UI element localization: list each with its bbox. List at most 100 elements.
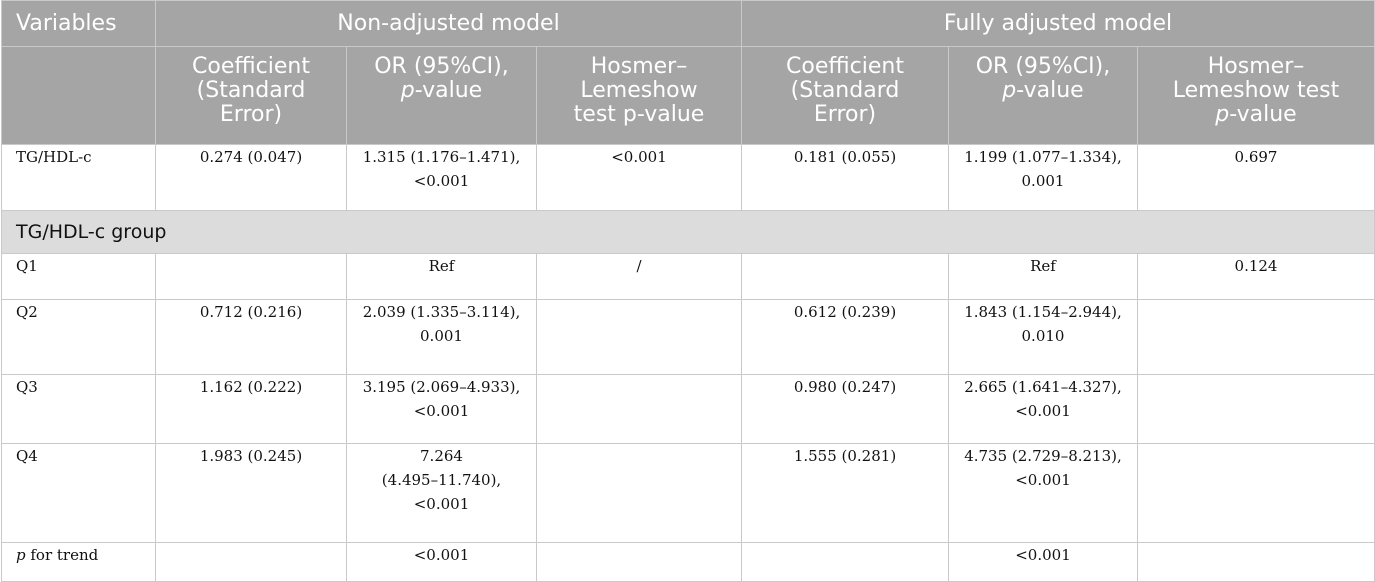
header-text-line: Hosmer– [1207,54,1305,79]
fully-adjusted-model-header: Fully adjusted model [740,0,1375,47]
non-adjusted-model-header: Non-adjusted model [155,0,742,47]
table-row-q4: Q4 1.983 (0.245) 7.264 (4.495–11.740), <0.… [1,443,1375,543]
cell-line: 1.199 (1.077–1.334), [964,148,1122,166]
fa-hl-cell [1136,443,1375,543]
na-coefficient-cell: 1.162 (0.222) [155,374,347,444]
header-text-italic: p [400,78,415,103]
na-hosmer-lemeshow-header: Hosmer– Lemeshow test p-value [536,46,742,145]
header-text-line: Hosmer– [590,54,688,79]
na-hl-cell [536,374,742,444]
fa-or-header: OR (95%CI), p-value [948,46,1138,145]
blank-header-cell [1,46,156,145]
fa-or-cell: 4.735 (2.729–8.213), <0.001 [948,443,1138,543]
na-hl-cell: / [536,253,742,300]
fa-hl-cell: 0.697 [1136,144,1375,211]
fa-coefficient-cell: 0.612 (0.239) [741,299,949,375]
na-or-cell: 7.264 (4.495–11.740), <0.001 [346,443,537,543]
header-text-line: test p-value [573,102,705,127]
header-text-italic: p [1002,78,1017,103]
cell-line: <0.001 [413,402,470,420]
cell-line: 1.315 (1.176–1.471), [362,148,521,166]
cell-line: <0.001 [1015,402,1071,420]
header-text-line: Error) [813,102,877,127]
fa-hosmer-lemeshow-header: Hosmer– Lemeshow test p-value [1136,46,1375,145]
header-text-italic: p [1215,102,1230,127]
table-body: TG/HDL-c 0.274 (0.047) 1.315 (1.176–1.47… [0,144,1375,582]
cell-line: 0.001 [420,327,463,345]
header-text-line: -value [1016,78,1084,103]
fa-hl-cell [1136,299,1375,375]
header-text-line: (Standard [196,78,306,103]
na-coefficient-cell: 0.712 (0.216) [155,299,347,375]
fa-or-cell: 2.665 (1.641–4.327), <0.001 [948,374,1138,444]
cell-line: <0.001 [413,495,470,513]
fa-coefficient-cell [741,542,949,582]
na-or-cell: 1.315 (1.176–1.471), <0.001 [346,144,537,211]
na-coefficient-cell: 1.983 (0.245) [155,443,347,543]
na-coefficient-cell [155,542,347,582]
na-coefficient-cell: 0.274 (0.047) [155,144,347,211]
cell-line: 3.195 (2.069–4.933), [362,378,521,396]
group-header-row: TG/HDL-c group [0,210,1375,254]
cell-line: 2.039 (1.335–3.114), [362,303,521,321]
cell-line: <0.001 [413,172,470,190]
header-text-line: Error) [219,102,283,127]
table-row-q2: Q2 0.712 (0.216) 2.039 (1.335–3.114), 0.0… [1,299,1375,375]
fa-or-cell: Ref [948,253,1138,300]
header-row-2: Coefficient (Standard Error) OR (95%CI),… [1,46,1375,145]
group-label: TG/HDL-c group [0,210,1375,254]
na-hl-cell [536,443,742,543]
header-text-line: Coefficient [786,54,904,79]
header-text-line: -value [1229,102,1297,127]
table-row-q3: Q3 1.162 (0.222) 3.195 (2.069–4.933), <0.… [1,374,1375,444]
fa-hl-cell [1136,542,1375,582]
row-label: Q3 [1,374,156,444]
fa-coefficient-header: Coefficient (Standard Error) [741,46,949,145]
cell-line: 1.843 (1.154–2.944), [964,303,1122,321]
header-row-1: Variables Non-adjusted model Fully adjus… [1,0,1375,47]
row-label-italic: p [16,546,26,564]
cell-line: 4.735 (2.729–8.213), [964,447,1122,465]
header-text-line: Lemeshow test [1172,78,1340,103]
header-text-line: Lemeshow [580,78,698,103]
header-text-line: Coefficient [192,54,310,79]
cell-line: 2.665 (1.641–4.327), [964,378,1122,396]
row-label: Q4 [1,443,156,543]
fa-hl-cell [1136,374,1375,444]
cell-line: 0.001 [1021,172,1065,190]
na-or-cell: 3.195 (2.069–4.933), <0.001 [346,374,537,444]
table-row-q1: Q1 Ref / Ref 0.124 [1,253,1375,300]
na-or-header: OR (95%CI), p-value [346,46,537,145]
fa-or-cell: <0.001 [948,542,1138,582]
fa-coefficient-cell: 1.555 (0.281) [741,443,949,543]
table-header: Variables Non-adjusted model Fully adjus… [1,0,1375,145]
fa-hl-cell: 0.124 [1136,253,1375,300]
row-label: Q1 [1,253,156,300]
header-text-line: -value [414,78,483,103]
na-hl-cell: <0.001 [536,144,742,211]
fa-coefficient-cell [741,253,949,300]
fa-or-cell: 1.199 (1.077–1.334), 0.001 [948,144,1138,211]
cell-line: (4.495–11.740), [381,471,502,489]
cell-line: 7.264 [420,447,463,465]
table-row-tg-hdl-c: TG/HDL-c 0.274 (0.047) 1.315 (1.176–1.47… [1,144,1375,211]
row-label: Q2 [1,299,156,375]
fa-or-cell: 1.843 (1.154–2.944), 0.010 [948,299,1138,375]
na-or-cell: Ref [346,253,537,300]
header-text-line: OR (95%CI), [374,54,509,79]
variables-header: Variables [1,0,156,47]
na-or-cell: 2.039 (1.335–3.114), 0.001 [346,299,537,375]
na-or-cell: <0.001 [346,542,537,582]
row-label: p for trend [1,542,156,582]
row-label: TG/HDL-c [1,144,156,211]
na-coefficient-cell [155,253,347,300]
fa-coefficient-cell: 0.980 (0.247) [741,374,949,444]
cell-line: <0.001 [1015,471,1071,489]
cell-line: 0.010 [1021,327,1065,345]
header-text-line: (Standard [790,78,900,103]
row-label-text: for trend [25,546,99,564]
na-hl-cell [536,299,742,375]
table-row-p-for-trend: p for trend <0.001 <0.001 [1,542,1375,582]
na-coefficient-header: Coefficient (Standard Error) [155,46,347,145]
